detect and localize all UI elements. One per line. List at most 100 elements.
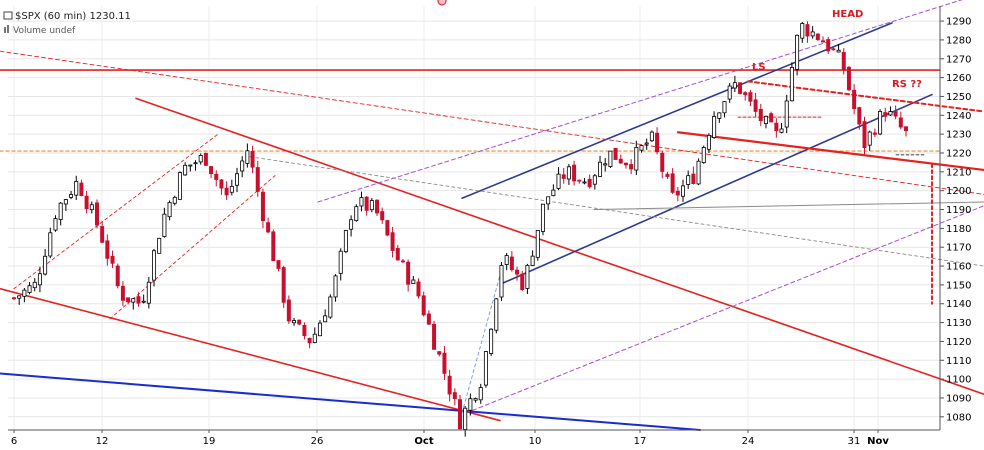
candle-body [841, 52, 846, 71]
candle-body [53, 218, 58, 231]
x-tick-label: 10 [529, 436, 542, 447]
candle-body [489, 328, 494, 354]
candle-body [48, 232, 53, 257]
candle-body [769, 113, 774, 123]
candle-body [530, 255, 535, 267]
y-tick-label: 1290 [946, 17, 971, 28]
candle-body [852, 89, 857, 110]
candle-body [411, 279, 416, 284]
purple-dashed-bottom [465, 205, 984, 414]
candle-body [494, 298, 499, 331]
candle-body [141, 300, 146, 303]
candle-body [234, 173, 239, 186]
candle-body [432, 323, 437, 350]
y-tick-label: 1260 [946, 73, 971, 84]
candle-body [58, 202, 63, 220]
y-tick-label: 1230 [946, 130, 971, 141]
candle-body [738, 82, 743, 94]
y-tick-label: 1190 [946, 205, 971, 216]
candle-body [608, 150, 613, 167]
candle-body [561, 174, 566, 179]
candle-body [110, 255, 115, 264]
candle-body [644, 142, 649, 145]
y-tick-label: 1220 [946, 148, 971, 159]
candle-body [250, 151, 255, 168]
purple-dashed-top [317, 0, 963, 203]
candle-body [416, 281, 421, 297]
x-tick-label: Nov [867, 436, 889, 447]
y-tick-label: 1090 [946, 393, 971, 404]
candle-body [359, 197, 364, 207]
candle-body [69, 194, 74, 198]
candle-body [898, 117, 903, 128]
candle-body [826, 39, 831, 52]
candle-body [753, 99, 758, 112]
y-tick-label: 1130 [946, 318, 971, 329]
candle-body [613, 147, 618, 160]
candle-body [872, 132, 877, 135]
candle-body [442, 352, 447, 374]
candle-body [209, 166, 214, 175]
candle-body [43, 255, 48, 275]
candle-body [32, 281, 37, 289]
candle-body [281, 267, 286, 303]
candle-body [157, 237, 162, 254]
y-tick-label: 1120 [946, 337, 971, 348]
candle-body [655, 132, 660, 153]
y-tick-label: 1280 [946, 35, 971, 46]
candle-body [22, 289, 27, 297]
candle-body [219, 179, 224, 189]
candle-body [385, 220, 390, 236]
y-tick-label: 1150 [946, 280, 971, 291]
candle-body [846, 66, 851, 91]
candle-body [758, 108, 763, 122]
red-dashed-rise-low [13, 133, 219, 290]
candle-body [660, 152, 665, 172]
y-tick-label: 1270 [946, 54, 971, 65]
chart-subtitle: Volume undef [13, 26, 76, 36]
lower-channel-line [0, 287, 501, 422]
candle-body [743, 92, 748, 96]
y-tick-label: 1110 [946, 356, 971, 367]
candle-body [224, 187, 229, 196]
candle-body [152, 250, 157, 281]
candle-body [457, 399, 462, 430]
candle-body [904, 126, 909, 132]
candle-body [271, 231, 276, 262]
y-tick-label: 1180 [946, 224, 971, 235]
candle-body [463, 407, 468, 430]
candle-body [312, 333, 317, 343]
volume-icon-bar [7, 25, 9, 33]
axes: 1080 1090 1100 1110 1120 1130 1140 1150 1160 1170… [8, 6, 971, 447]
candle-body [810, 31, 815, 37]
candle-body [193, 162, 198, 165]
candle-body [815, 33, 820, 40]
candle-body [546, 196, 551, 205]
candle-body [317, 322, 322, 337]
candle-body [115, 265, 120, 287]
candle-body [167, 202, 172, 218]
candle-body [468, 398, 473, 411]
candle-body [831, 48, 836, 51]
blue-dashed-rise [461, 275, 501, 414]
y-tick-label: 1250 [946, 92, 971, 103]
x-tick-label: 31 [848, 436, 861, 447]
candle-body [675, 190, 680, 196]
candle-body [188, 164, 193, 167]
candle-body [878, 111, 883, 135]
candle-body [203, 152, 208, 166]
candle-body [681, 185, 686, 197]
candle-body [245, 150, 250, 164]
candle-body [795, 34, 800, 70]
candle-body [131, 298, 136, 303]
y-tick-label: 1080 [946, 412, 971, 423]
candle-body [260, 191, 265, 222]
candle-body [276, 260, 281, 269]
candle-body [618, 158, 623, 164]
candle-body [566, 166, 571, 180]
candle-body [634, 146, 639, 171]
candle-body [540, 203, 545, 232]
candle-body [520, 273, 525, 290]
